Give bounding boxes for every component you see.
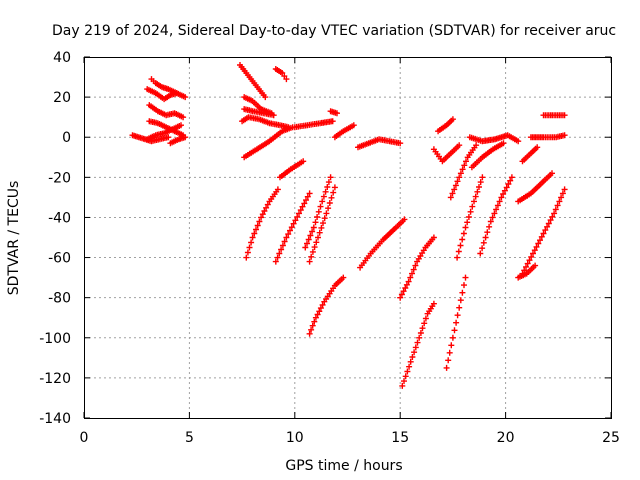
satellite-track [302, 174, 334, 251]
satellite-track [331, 122, 357, 141]
y-tick-label: -140 [39, 411, 71, 427]
y-tick-label: -120 [39, 371, 71, 387]
track-points [355, 136, 404, 151]
track-points [357, 216, 408, 271]
track-points [397, 234, 437, 301]
track-points [327, 108, 340, 117]
track-points [167, 134, 189, 147]
track-points [237, 62, 269, 101]
track-points [454, 174, 486, 261]
grid-lines [84, 57, 611, 418]
track-points [148, 76, 189, 101]
satellite-track [306, 274, 347, 337]
satellite-track [515, 170, 555, 205]
track-points [447, 142, 480, 201]
satellite-track [146, 118, 187, 139]
satellite-track [272, 66, 290, 83]
track-points [399, 300, 437, 389]
data-points [129, 62, 568, 389]
track-points [243, 186, 281, 261]
satellite-track [306, 184, 338, 265]
track-points [241, 124, 296, 161]
satellite-track [435, 116, 456, 135]
satellite-track [468, 140, 507, 171]
plot-frame [84, 57, 612, 419]
satellite-track [519, 186, 568, 277]
track-points [435, 116, 456, 135]
track-points [331, 122, 357, 141]
track-points [430, 142, 463, 165]
y-tick-label: 40 [53, 50, 71, 66]
track-points [302, 174, 334, 251]
satellite-track [146, 102, 187, 121]
satellite-track [239, 114, 292, 131]
track-points [515, 262, 539, 281]
track-points [272, 190, 313, 265]
satellite-track [241, 94, 275, 117]
y-tick-label: -80 [48, 291, 71, 307]
track-points [443, 274, 469, 371]
y-tick-label: -100 [39, 331, 71, 347]
satellite-track [519, 144, 541, 165]
track-points [241, 94, 275, 117]
track-points [146, 102, 187, 121]
track-points [468, 140, 507, 171]
track-points [540, 112, 568, 119]
track-points [306, 184, 338, 265]
satellite-track [237, 62, 269, 101]
satellite-track [355, 136, 404, 151]
satellite-track [399, 300, 437, 389]
y-tick-label: 20 [53, 90, 71, 106]
x-tick-label: 15 [391, 430, 409, 446]
track-points [272, 66, 290, 83]
track-points [477, 174, 515, 257]
x-tick-label: 25 [602, 430, 620, 446]
satellite-track [291, 118, 336, 131]
y-tick-label: -40 [48, 210, 71, 226]
satellite-track [515, 262, 539, 281]
satellite-track [454, 174, 486, 261]
satellite-track [466, 132, 522, 145]
x-tick-label: 20 [497, 430, 515, 446]
track-points [519, 186, 568, 277]
track-points [515, 170, 555, 205]
satellite-track [397, 234, 437, 301]
track-points [146, 118, 187, 139]
axis-ticks: -140 -120 -100 -80 -60 -40 -20 0 20 40 0 5 10 15 20 25 [39, 50, 620, 446]
y-axis-label: SDTVAR / TECUs [6, 181, 22, 296]
y-tick-label: -20 [48, 170, 71, 186]
x-tick-label: 0 [80, 430, 89, 446]
y-tick-label: -60 [48, 251, 71, 267]
track-points [239, 114, 292, 131]
satellite-track [540, 112, 568, 119]
track-points [291, 118, 336, 131]
satellite-track [357, 216, 408, 271]
satellite-track [167, 134, 189, 147]
chart-title: Day 219 of 2024, Sidereal Day-to-day VTE… [52, 23, 616, 39]
x-tick-label: 10 [286, 430, 304, 446]
track-points [277, 158, 307, 181]
satellite-track [443, 274, 469, 371]
satellite-track [148, 76, 189, 101]
satellite-track [327, 108, 340, 117]
x-tick-label: 5 [185, 430, 194, 446]
x-axis-label: GPS time / hours [285, 458, 402, 474]
satellite-track [277, 158, 307, 181]
satellite-track [241, 124, 296, 161]
satellite-track [243, 186, 281, 261]
track-points [527, 132, 568, 141]
y-tick-label: 0 [62, 130, 71, 146]
track-points [466, 132, 522, 145]
satellite-track [527, 132, 568, 141]
satellite-track [430, 142, 463, 165]
satellite-track [447, 142, 480, 201]
satellite-track [272, 190, 313, 265]
track-points [306, 274, 347, 337]
satellite-track [477, 174, 515, 257]
track-points [519, 144, 541, 165]
